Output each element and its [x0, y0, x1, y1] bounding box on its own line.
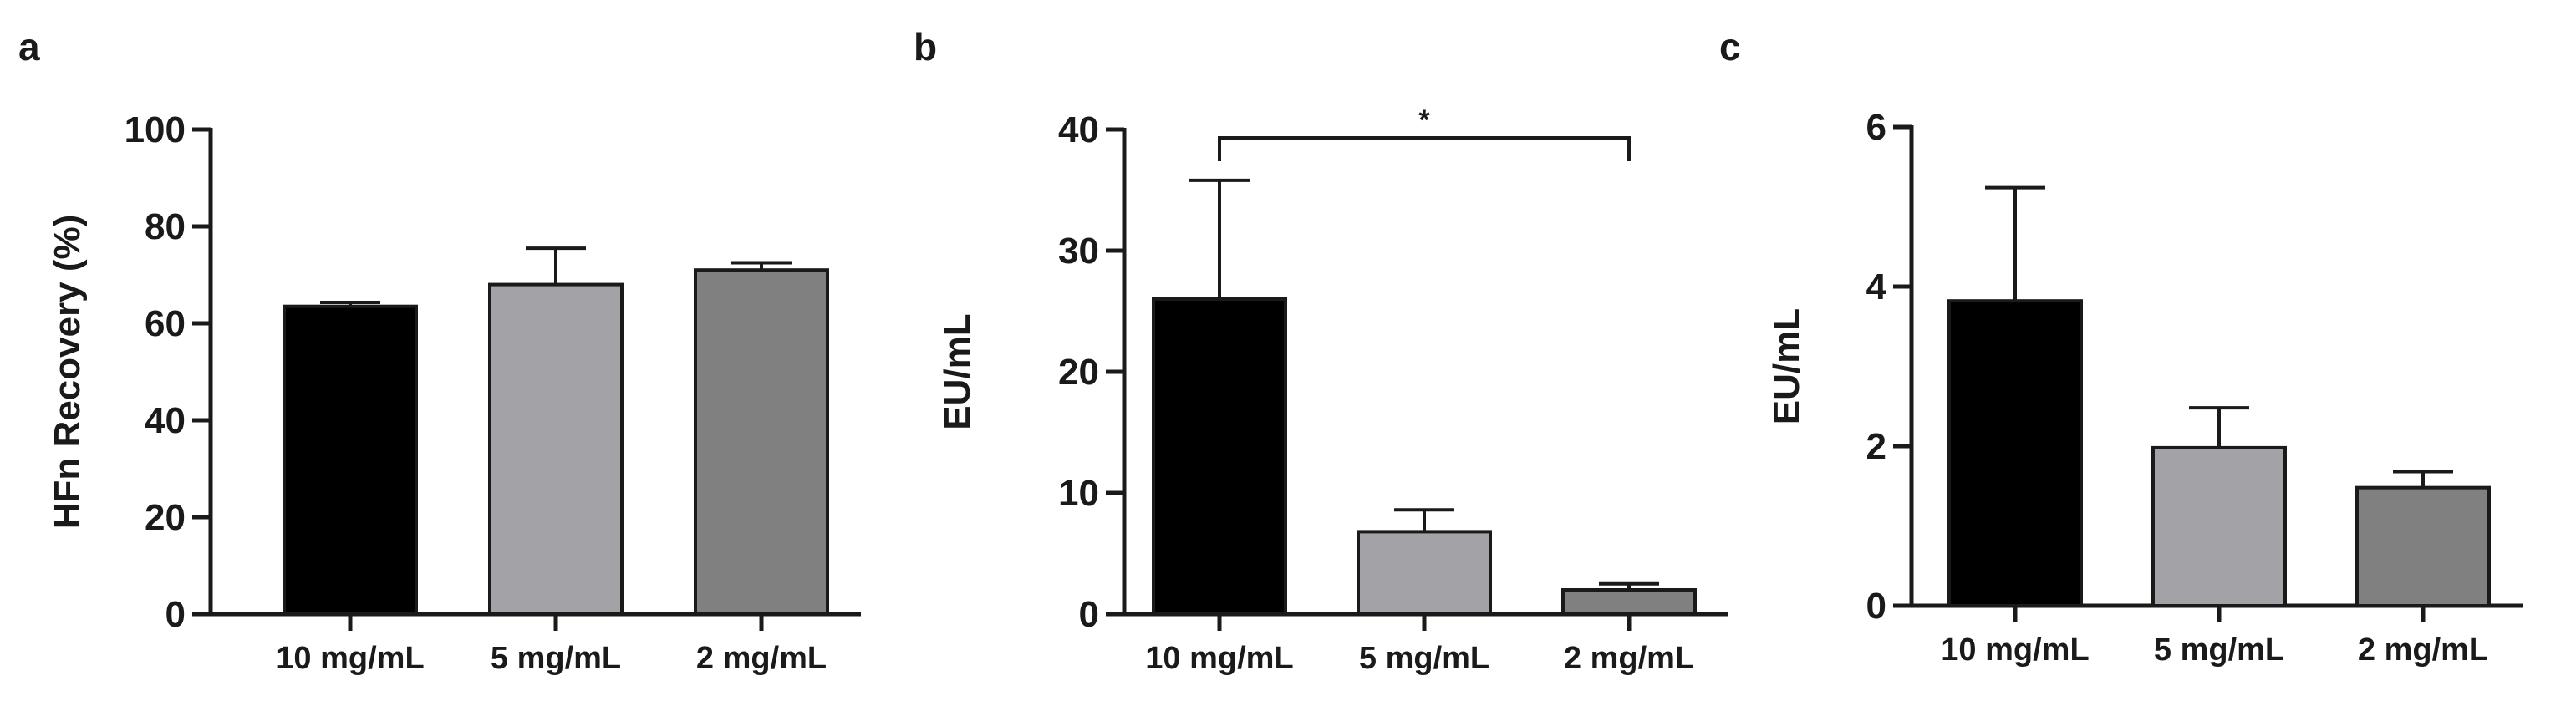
panel-a: a 0 20 40 60 80 100 10 mg/mL 5 mg/mL 2 mg/mL HFn R…	[18, 25, 861, 676]
bar	[2151, 445, 2287, 607]
y-axis-title: EU/mL	[937, 313, 978, 429]
x-category-label: 5 mg/mL	[1359, 641, 1489, 676]
x-category-label: 10 mg/mL	[1941, 632, 2089, 668]
y-tick-label: 4	[1866, 267, 1887, 307]
significance-label: *	[1418, 104, 1430, 136]
bar	[1357, 530, 1492, 617]
bar	[1152, 297, 1287, 616]
x-category-label: 5 mg/mL	[491, 641, 621, 676]
y-tick-label: 60	[145, 303, 186, 344]
bar	[1561, 588, 1697, 616]
y-tick-label: 0	[165, 594, 186, 635]
y-tick-label: 100	[125, 109, 186, 150]
panel-letter: a	[18, 25, 40, 69]
y-tick-label: 40	[145, 400, 186, 441]
y-tick-label: 0	[1079, 594, 1099, 635]
y-tick-label: 80	[145, 206, 186, 247]
panel-b: b 0 10 20 30 40 10 mg/mL 5 mg/mL 2 mg/mL EU/mL *	[914, 25, 1728, 676]
x-category-label: 10 mg/mL	[1145, 641, 1293, 676]
panel-c: c 0 2 4 6 10 mg/mL 5 mg/mL 2 mg/mL EU/mL	[1719, 25, 2523, 668]
y-tick-label: 2	[1866, 426, 1886, 467]
y-tick-label: 0	[1866, 586, 1886, 627]
bar	[2355, 485, 2491, 607]
y-tick-label: 10	[1058, 473, 1099, 514]
x-category-label: 2 mg/mL	[1564, 641, 1694, 676]
x-category-label: 2 mg/mL	[2358, 632, 2488, 668]
x-category-label: 10 mg/mL	[276, 641, 424, 676]
y-tick-label: 6	[1866, 107, 1886, 148]
y-axis-title: EU/mL	[1766, 308, 1807, 424]
y-axis-title: HFn Recovery (%)	[47, 215, 88, 530]
bar	[283, 304, 418, 616]
significance-bracket	[1218, 136, 1631, 161]
x-category-label: 5 mg/mL	[2154, 632, 2284, 668]
y-tick-label: 20	[1058, 352, 1099, 393]
y-tick-label: 20	[145, 497, 186, 538]
y-tick-label: 40	[1058, 109, 1099, 150]
x-category-label: 2 mg/mL	[696, 641, 827, 676]
bar	[488, 282, 624, 616]
bar	[694, 268, 829, 616]
panel-letter: c	[1719, 25, 1741, 69]
panel-letter: b	[914, 25, 937, 69]
bar	[1947, 299, 2083, 607]
y-tick-label: 30	[1058, 231, 1099, 272]
